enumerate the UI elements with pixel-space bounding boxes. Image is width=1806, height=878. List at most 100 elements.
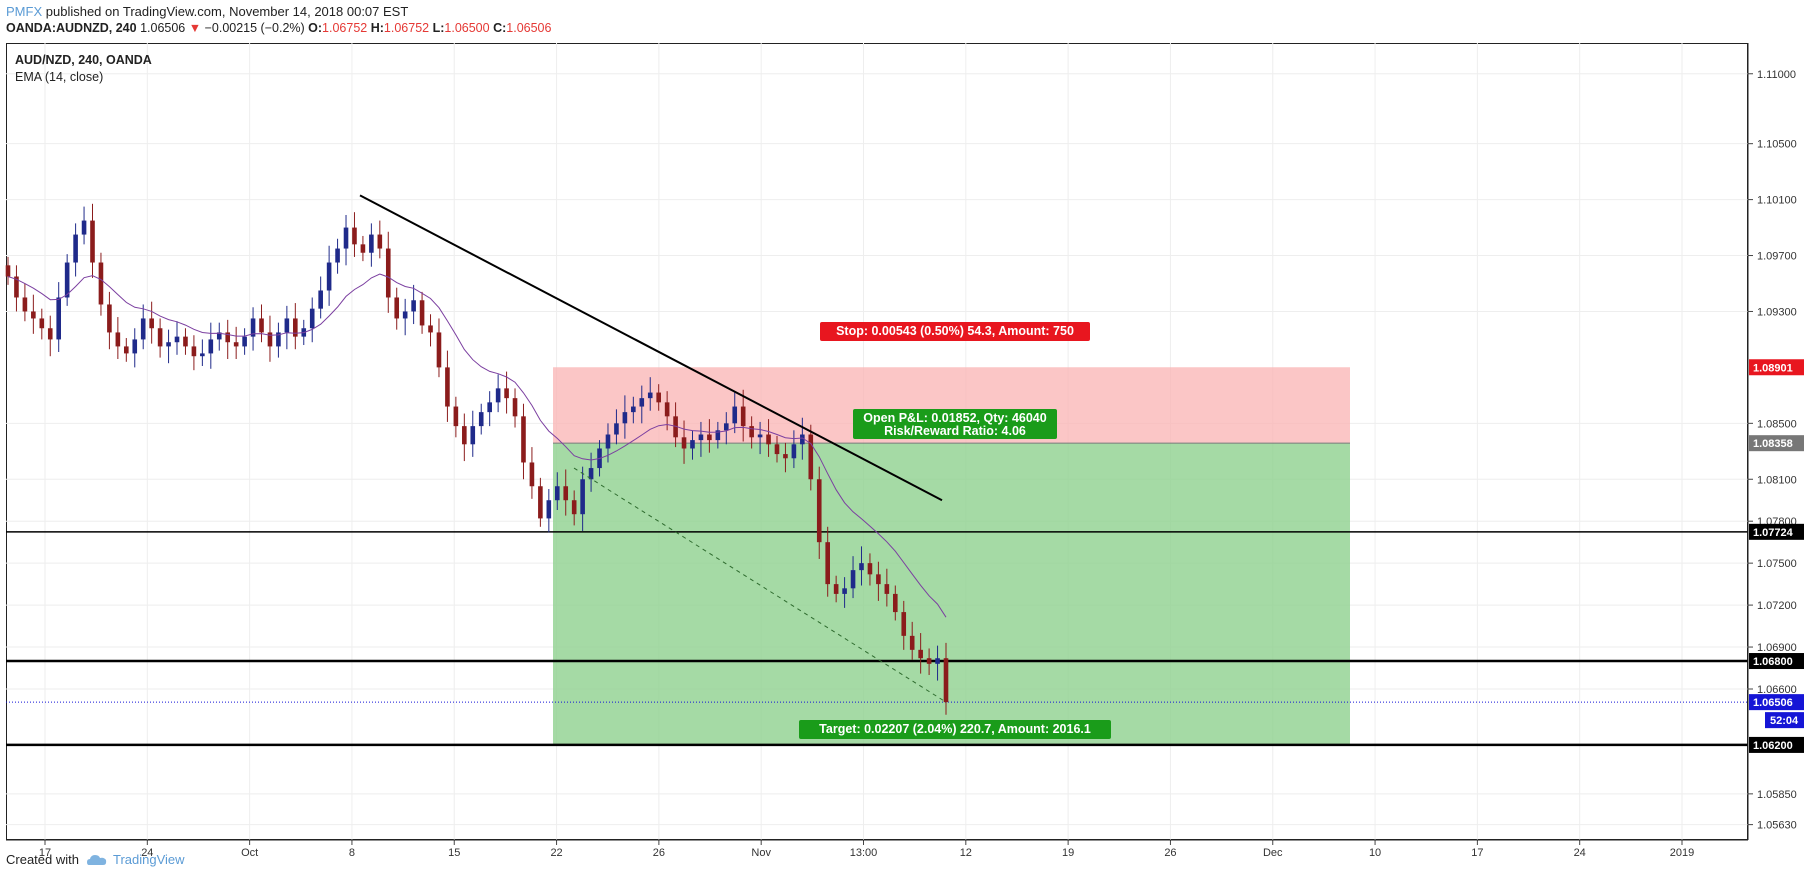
candle-body <box>276 332 281 347</box>
candle-body <box>909 635 915 650</box>
candle-body <box>707 434 712 441</box>
candle-body <box>842 588 847 594</box>
candle-body <box>740 406 746 427</box>
candle-body <box>208 339 214 354</box>
pnl-label[interactable]: Open P&L: 0.01852, Qty: 46040 Risk/Rewar… <box>853 409 1057 439</box>
candle-body <box>487 402 492 413</box>
price-tag-box <box>1749 653 1804 670</box>
target-label-text: Target: 0.02207 (2.04%) 220.7, Amount: 2… <box>819 722 1091 736</box>
close-label: C: <box>493 21 507 35</box>
risk-reward-text: Risk/Reward Ratio: 4.06 <box>884 424 1026 438</box>
candle-body <box>681 437 687 449</box>
last-price: 1.06506 <box>140 21 186 35</box>
target-label[interactable]: Target: 0.02207 (2.04%) 220.7, Amount: 2… <box>799 720 1111 739</box>
candle-body <box>419 300 425 326</box>
legend-title[interactable]: AUD/NZD, 240, OANDA <box>15 53 152 67</box>
candle-body <box>605 434 611 449</box>
candle-body <box>766 434 771 445</box>
candle-body <box>470 426 476 445</box>
candle-body <box>571 500 577 515</box>
candle-body <box>225 332 231 343</box>
candle-body <box>808 434 814 480</box>
price-axis: 1.11000 1.10500 1.10100 1.09700 1.09300 1.085… <box>1747 43 1797 840</box>
publish-header: PMFX published on TradingView.com, Novem… <box>6 4 408 19</box>
candle-body <box>639 398 645 407</box>
legend-indicator[interactable]: EMA (14, close) <box>15 70 104 84</box>
time-tick-label: Nov <box>751 847 771 859</box>
candle-body <box>554 486 560 501</box>
price-tick-label: 1.06600 <box>1757 684 1797 696</box>
price-tag-label: 1.06200 <box>1753 740 1793 752</box>
candle-body <box>884 584 890 594</box>
candles <box>5 203 949 715</box>
candle-body <box>64 262 70 298</box>
price-tag-box <box>1749 736 1804 753</box>
candle-body <box>98 262 104 305</box>
candle-body <box>174 336 180 343</box>
candle-body <box>698 434 704 441</box>
candle-body <box>39 318 45 329</box>
candle-body <box>183 336 188 347</box>
candle-body <box>132 339 138 354</box>
candle-body <box>622 412 628 424</box>
candle-body <box>580 479 585 515</box>
footer: Created with TradingView <box>6 852 185 867</box>
change-value: −0.00215 (−0.2%) <box>204 21 305 35</box>
candle-body <box>293 318 298 337</box>
countdown-box <box>1765 712 1804 729</box>
candle-body <box>791 444 797 459</box>
candle-body <box>749 426 754 438</box>
candle-body <box>318 290 323 309</box>
open-label: O: <box>308 21 323 35</box>
candle-body <box>124 346 129 354</box>
candle-body <box>656 392 661 403</box>
profit-zone[interactable] <box>553 443 1350 745</box>
candle-body <box>850 570 856 589</box>
candle-body <box>242 336 247 347</box>
price-tick-label: 1.05630 <box>1757 820 1797 832</box>
price-tick-label: 1.05850 <box>1757 789 1797 801</box>
countdown-label: 52:04 <box>1770 715 1799 727</box>
candle-body <box>267 332 273 347</box>
candle-body <box>859 563 864 571</box>
candle-body <box>385 248 391 298</box>
candle-body <box>115 332 121 347</box>
candle-body <box>732 406 738 424</box>
change-down-icon: ▼ <box>188 21 202 35</box>
trendline[interactable] <box>359 194 943 502</box>
close-value: 1.06506 <box>506 21 552 35</box>
price-tick-label: 1.08100 <box>1757 474 1797 486</box>
candle-body <box>495 388 501 403</box>
low-value: 1.06500 <box>444 21 490 35</box>
candle-body <box>369 234 374 253</box>
candle-body <box>200 353 205 357</box>
candle-body <box>233 342 239 347</box>
chart-legend: AUD/NZD, 240, OANDA EMA (14, close) <box>15 52 152 86</box>
candle-body <box>216 332 222 340</box>
horizontal-levels <box>6 531 1748 747</box>
publisher-name[interactable]: PMFX <box>6 4 43 19</box>
candle-body <box>529 462 535 487</box>
stop-label-text: Stop: 0.00543 (0.50%) 54.3, Amount: 750 <box>836 324 1074 338</box>
candle-body <box>157 328 163 347</box>
candle-body <box>462 426 467 445</box>
candle-body <box>926 658 932 664</box>
price-tick-label: 1.06900 <box>1757 642 1797 654</box>
stop-label[interactable]: Stop: 0.00543 (0.50%) 54.3, Amount: 750 <box>820 322 1090 341</box>
price-tag-label: 1.08358 <box>1753 438 1793 450</box>
candle-body <box>335 248 340 263</box>
tradingview-logo[interactable]: TradingView <box>86 852 185 867</box>
price-tag-label: 1.06800 <box>1753 656 1793 668</box>
time-tick-label: 17 <box>39 847 51 859</box>
time-tick-label: 26 <box>1164 847 1176 859</box>
candle-body <box>614 423 619 435</box>
candle-body <box>723 423 729 431</box>
pnl-label-text: Open P&L: 0.01852, Qty: 46040 <box>863 411 1046 425</box>
candle-body <box>453 406 459 427</box>
projection-dashed-line[interactable] <box>573 467 947 703</box>
candle-body <box>774 444 780 455</box>
price-tag-box <box>1749 435 1804 452</box>
candle-body <box>428 325 433 333</box>
price-tag-label: 1.06506 <box>1753 697 1793 709</box>
